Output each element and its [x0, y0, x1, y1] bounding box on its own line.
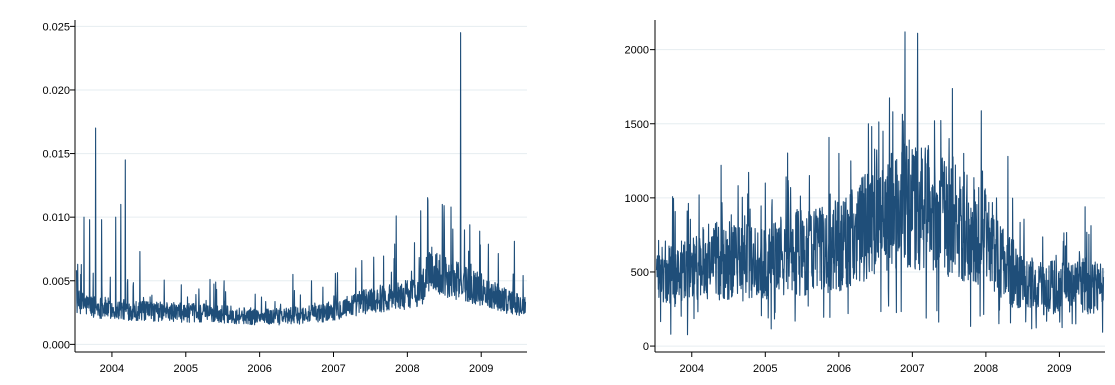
x-tick-label: 2004 — [100, 363, 124, 375]
y-tick-label: 1500 — [625, 119, 649, 131]
x-tick-label: 2008 — [395, 363, 419, 375]
x-tick-label: 2009 — [1047, 363, 1071, 375]
series-line — [75, 32, 527, 326]
left-chart: 0.000 0.005 0.010 0.015 0.020 0.025 2004 2005 20… — [42, 20, 527, 375]
x-tick-label: 2005 — [753, 363, 777, 375]
y-tick-label: 2000 — [625, 45, 649, 57]
x-tick-label: 2005 — [174, 363, 198, 375]
y-tick-label: 1000 — [625, 193, 649, 205]
y-tick-label: 0.000 — [42, 339, 70, 351]
x-tick-label: 2007 — [900, 363, 924, 375]
x-tick-label: 2009 — [469, 363, 493, 375]
x-tick-label: 2006 — [247, 363, 271, 375]
y-tick-label: 0 — [643, 341, 649, 353]
series-line — [655, 31, 1105, 336]
y-tick-label: 0.015 — [42, 149, 70, 161]
x-tick-label: 2007 — [321, 363, 345, 375]
y-tick-label: 0.010 — [42, 212, 70, 224]
x-tick-label: 2008 — [974, 363, 998, 375]
right-chart: 0 500 1000 1500 2000 2004 2005 2006 2007 2008 2009 — [625, 20, 1105, 375]
y-tick-label: 0.005 — [42, 276, 70, 288]
x-tick-label: 2004 — [680, 363, 704, 375]
y-tick-label: 0.025 — [42, 21, 70, 33]
y-tick-label: 0.020 — [42, 85, 70, 97]
y-tick-label: 500 — [631, 267, 649, 279]
x-tick-label: 2006 — [827, 363, 851, 375]
